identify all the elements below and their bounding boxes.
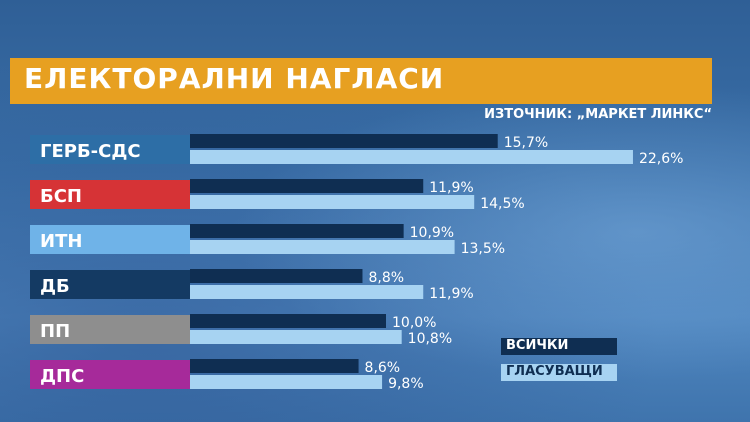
bar-all-5 [190, 359, 359, 373]
category-label-5: ДПС [40, 366, 84, 387]
legend-label-voters: ГЛАСУВАЩИ [506, 364, 603, 379]
chart-title: ЕЛЕКТОРАЛНИ НАГЛАСИ [24, 62, 445, 95]
bar-voters-1 [190, 195, 475, 209]
category-label-4: ПП [40, 321, 70, 342]
category-label-1: БСП [40, 186, 82, 207]
data-label-all-5: 8,6% [365, 360, 401, 376]
data-label-voters-5: 9,8% [388, 376, 424, 392]
category-box-2 [30, 225, 190, 254]
bar-all-1 [190, 179, 424, 193]
title-bar [10, 58, 712, 104]
category-label-2: ИТН [40, 231, 82, 252]
bar-voters-4 [190, 330, 402, 344]
data-label-voters-0: 22,6% [639, 151, 683, 167]
bar-all-0 [190, 134, 498, 148]
legend-swatch-all [501, 338, 617, 355]
bar-voters-5 [190, 375, 383, 389]
legend-label-all: ВСИЧКИ [506, 338, 569, 353]
category-box-0 [30, 135, 190, 164]
category-box-5 [30, 360, 190, 389]
category-label-3: ДБ [40, 276, 70, 297]
category-box-3 [30, 270, 190, 299]
category-label-0: ГЕРБ-СДС [40, 141, 141, 162]
data-label-voters-3: 11,9% [429, 286, 473, 302]
data-label-all-3: 8,8% [368, 270, 404, 286]
data-label-all-4: 10,0% [392, 315, 436, 331]
data-label-voters-4: 10,8% [408, 331, 452, 347]
legend-swatch-voters [501, 364, 617, 381]
data-label-all-2: 10,9% [410, 225, 454, 241]
source-label: ИЗТОЧНИК: „МАРКЕТ ЛИНКС“ [484, 107, 712, 122]
bar-voters-3 [190, 285, 424, 299]
category-box-1 [30, 180, 190, 209]
bar-all-3 [190, 269, 363, 283]
bar-voters-0 [190, 150, 633, 164]
data-label-all-1: 11,9% [429, 180, 473, 196]
bar-all-4 [190, 314, 386, 328]
bar-all-2 [190, 224, 404, 238]
category-box-4 [30, 315, 190, 344]
data-label-all-0: 15,7% [504, 135, 548, 151]
data-label-voters-1: 14,5% [480, 196, 524, 212]
data-label-voters-2: 13,5% [461, 241, 505, 257]
bar-voters-2 [190, 240, 455, 254]
